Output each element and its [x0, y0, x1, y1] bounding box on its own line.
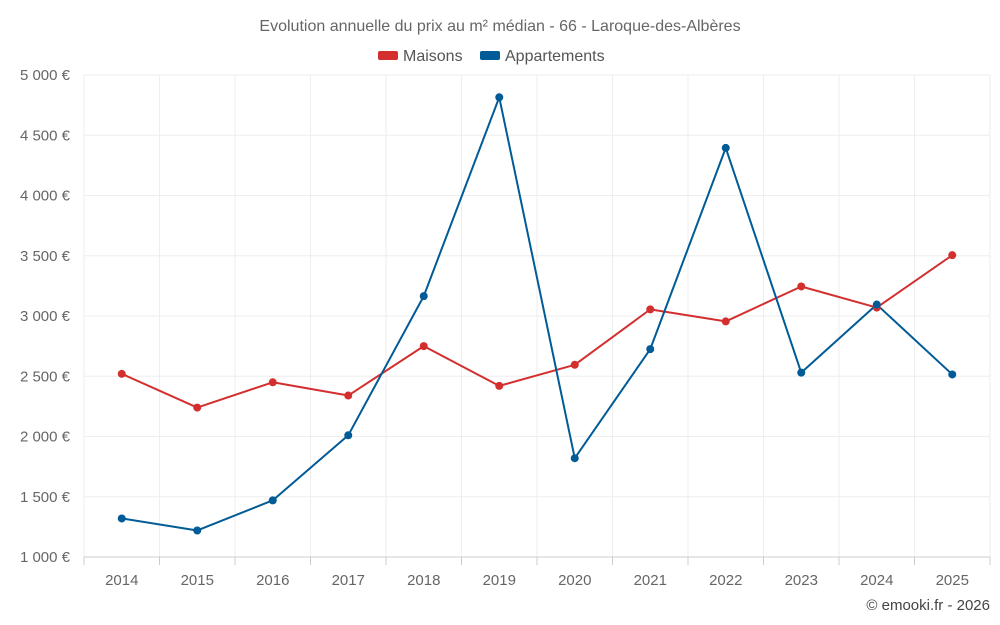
x-tick-label: 2017 — [332, 572, 365, 589]
x-tick-label: 2021 — [634, 572, 667, 589]
x-tick-label: 2022 — [709, 572, 742, 589]
data-point-appartements[interactable] — [570, 454, 579, 463]
x-axis: 2014 2015 2016 2017 2018 2019 2020 2021 2022 2023… — [83, 556, 991, 589]
y-tick-label: 3 000 € — [20, 308, 71, 325]
data-point-appartements[interactable] — [721, 143, 730, 152]
x-tick-label: 2018 — [407, 572, 440, 589]
data-point-appartements[interactable] — [495, 93, 504, 102]
x-tick-label: 2025 — [936, 572, 969, 589]
series-line-maisons — [121, 254, 953, 409]
data-point-maisons[interactable] — [721, 317, 730, 326]
y-tick-label: 5 000 € — [20, 67, 71, 84]
data-point-appartements[interactable] — [117, 514, 126, 523]
data-point-appartements[interactable] — [344, 431, 353, 440]
data-point-appartements[interactable] — [797, 368, 806, 377]
data-point-maisons[interactable] — [117, 369, 126, 378]
y-tick-label: 3 500 € — [20, 248, 71, 265]
data-point-maisons[interactable] — [797, 282, 806, 291]
series-area — [117, 93, 957, 535]
legend-swatch-maisons — [378, 51, 398, 60]
data-point-appartements[interactable] — [872, 300, 881, 309]
data-point-maisons[interactable] — [419, 342, 428, 351]
x-tick-label: 2023 — [785, 572, 818, 589]
y-tick-label: 1 000 € — [20, 549, 71, 566]
series-line-appartements — [121, 96, 953, 532]
data-point-maisons[interactable] — [646, 305, 655, 314]
y-tick-label: 4 000 € — [20, 188, 71, 205]
data-point-appartements[interactable] — [419, 292, 428, 301]
y-tick-label: 1 500 € — [20, 489, 71, 506]
data-point-appartements[interactable] — [646, 345, 655, 354]
data-point-appartements[interactable] — [193, 526, 202, 535]
grid — [83, 74, 991, 557]
legend-label-appartements[interactable]: Appartements — [505, 48, 605, 65]
x-tick-label: 2020 — [558, 572, 591, 589]
x-tick-label: 2016 — [256, 572, 289, 589]
legend: Maisons Appartements — [378, 48, 605, 65]
chart-title: Evolution annuelle du prix au m² médian … — [259, 18, 740, 35]
x-tick-label: 2014 — [105, 572, 138, 589]
y-axis: 1 000 € 1 500 € 2 000 € 2 500 € 3 000 € 3 500… — [20, 67, 71, 566]
x-tick-label: 2015 — [181, 572, 214, 589]
x-tick-label: 2024 — [860, 572, 893, 589]
credit-label: © emooki.fr - 2026 — [866, 597, 990, 614]
y-tick-label: 4 500 € — [20, 127, 71, 144]
x-tick-label: 2019 — [483, 572, 516, 589]
legend-swatch-appartements — [480, 51, 500, 60]
data-point-maisons[interactable] — [268, 378, 277, 387]
data-point-appartements[interactable] — [948, 370, 957, 379]
data-point-appartements[interactable] — [268, 496, 277, 505]
data-point-maisons[interactable] — [344, 391, 353, 400]
data-point-maisons[interactable] — [495, 381, 504, 390]
data-point-maisons[interactable] — [570, 360, 579, 369]
y-tick-label: 2 500 € — [20, 368, 71, 385]
legend-label-maisons[interactable]: Maisons — [403, 48, 463, 65]
data-point-maisons[interactable] — [948, 251, 957, 260]
y-tick-label: 2 000 € — [20, 429, 71, 446]
data-point-maisons[interactable] — [193, 403, 202, 412]
